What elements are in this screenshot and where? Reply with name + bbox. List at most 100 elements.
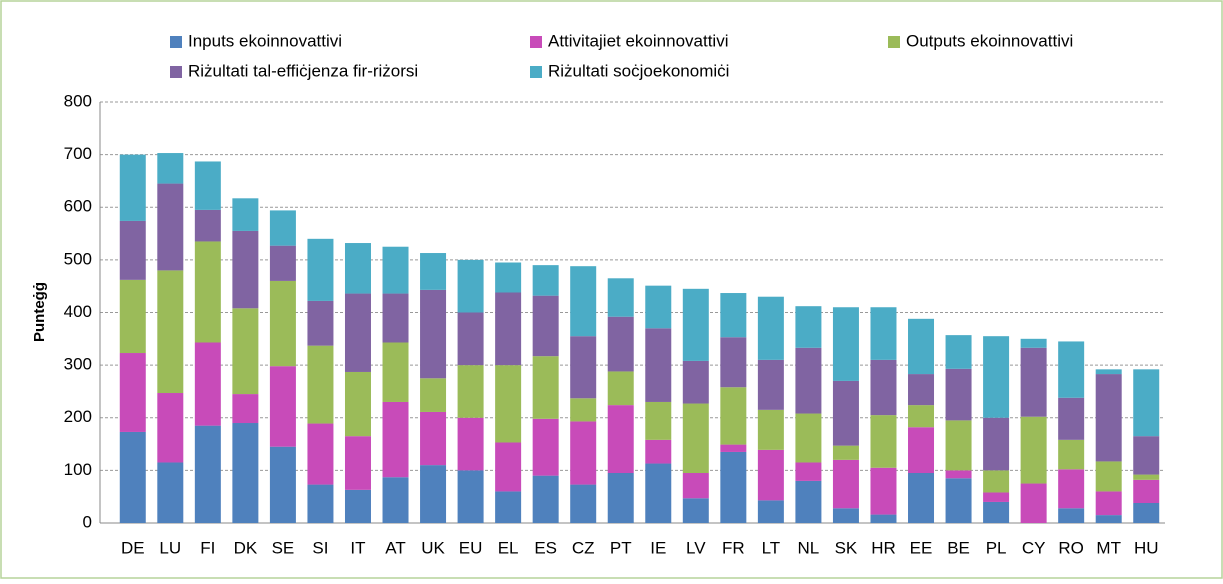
bar-segment bbox=[682, 473, 709, 499]
bar-segment bbox=[307, 300, 334, 346]
bar-segment bbox=[682, 288, 709, 361]
bar-segment bbox=[382, 246, 409, 294]
bar-segment bbox=[983, 470, 1010, 493]
bar-segment bbox=[570, 336, 597, 399]
y-tick-label: 200 bbox=[64, 407, 92, 426]
bar-segment bbox=[495, 491, 522, 523]
y-tick-label: 800 bbox=[64, 91, 92, 110]
bar-segment bbox=[269, 210, 296, 246]
bar-segment bbox=[795, 413, 822, 463]
bar-segment bbox=[832, 307, 859, 381]
bar-segment bbox=[382, 477, 409, 523]
bar-segment bbox=[344, 489, 371, 523]
bar-segment bbox=[908, 427, 935, 474]
x-tick-label: CY bbox=[1022, 538, 1046, 557]
bar-segment bbox=[607, 405, 634, 474]
bar-segment bbox=[1133, 369, 1160, 437]
bar-segment bbox=[420, 289, 447, 379]
bar-segment bbox=[720, 444, 747, 452]
bar-segment bbox=[457, 259, 484, 313]
bar-segment bbox=[119, 154, 146, 221]
bar-segment bbox=[757, 449, 784, 501]
bar-segment bbox=[157, 183, 184, 271]
legend-label: Riżultati tal-effiċjenza fir-riżorsi bbox=[188, 61, 418, 80]
legend-label: Riżultati soċjoekonomiċi bbox=[548, 61, 729, 80]
legend-label: Attivitajiet ekoinnovattivi bbox=[548, 31, 728, 50]
bar-segment bbox=[1095, 515, 1122, 523]
x-tick-label: LT bbox=[762, 538, 781, 557]
x-tick-label: FI bbox=[200, 538, 215, 557]
bar-segment bbox=[832, 459, 859, 509]
bar-segment bbox=[645, 328, 672, 402]
bar-segment bbox=[795, 480, 822, 523]
bar-segment bbox=[945, 470, 972, 479]
bar-segment bbox=[495, 292, 522, 366]
bar-segment bbox=[570, 484, 597, 523]
bar-segment bbox=[1020, 483, 1047, 523]
bar-segment bbox=[720, 387, 747, 445]
x-tick-label: RO bbox=[1058, 538, 1084, 557]
x-tick-label: MT bbox=[1096, 538, 1121, 557]
bar-segment bbox=[832, 380, 859, 446]
bar-segment bbox=[832, 508, 859, 523]
bar-segment bbox=[1058, 341, 1085, 398]
bar-segment bbox=[157, 270, 184, 394]
bar-segment bbox=[420, 378, 447, 412]
legend-swatch bbox=[170, 66, 182, 78]
x-tick-label: SK bbox=[835, 538, 858, 557]
y-tick-label: 500 bbox=[64, 249, 92, 268]
bar-segment bbox=[795, 306, 822, 348]
bar-segment bbox=[1095, 461, 1122, 492]
bar-segment bbox=[457, 470, 484, 523]
legend-swatch bbox=[170, 36, 182, 48]
bar-segment bbox=[645, 463, 672, 523]
x-tick-label: SE bbox=[272, 538, 295, 557]
bar-segment bbox=[1058, 439, 1085, 470]
bar-segment bbox=[870, 359, 897, 416]
bar-segment bbox=[119, 279, 146, 354]
bar-segment bbox=[157, 393, 184, 463]
bar-segment bbox=[908, 374, 935, 406]
x-tick-label: LU bbox=[159, 538, 181, 557]
bar-segment bbox=[232, 308, 259, 395]
bar-segment bbox=[945, 478, 972, 523]
x-tick-label: HU bbox=[1134, 538, 1159, 557]
bar-segment bbox=[645, 439, 672, 464]
bar-segment bbox=[607, 473, 634, 523]
bar-segment bbox=[1095, 491, 1122, 516]
bar-segment bbox=[945, 368, 972, 421]
bar-segment bbox=[532, 295, 559, 357]
bar-segment bbox=[307, 484, 334, 523]
bar-segment bbox=[908, 318, 935, 375]
bar-segment bbox=[382, 342, 409, 402]
x-tick-label: SI bbox=[312, 538, 328, 557]
bar-segment bbox=[757, 500, 784, 523]
bar-segment bbox=[720, 293, 747, 338]
bar-segment bbox=[570, 421, 597, 485]
bar-segment bbox=[757, 409, 784, 450]
y-tick-label: 400 bbox=[64, 302, 92, 321]
x-tick-label: EE bbox=[910, 538, 933, 557]
bar-segment bbox=[457, 417, 484, 471]
bar-segment bbox=[194, 342, 221, 426]
x-tick-label: FR bbox=[722, 538, 745, 557]
x-tick-label: IE bbox=[650, 538, 666, 557]
bar-segment bbox=[870, 514, 897, 523]
bar-segment bbox=[269, 280, 296, 367]
bar-segment bbox=[1020, 347, 1047, 417]
bar-segment bbox=[607, 371, 634, 406]
bar-segment bbox=[495, 442, 522, 492]
y-tick-label: 300 bbox=[64, 355, 92, 374]
bar-segment bbox=[457, 312, 484, 366]
bar-segment bbox=[757, 296, 784, 360]
bar-segment bbox=[870, 307, 897, 360]
x-tick-label: PT bbox=[610, 538, 632, 557]
bar-segment bbox=[1133, 479, 1160, 504]
bar-segment bbox=[307, 238, 334, 301]
y-tick-label: 100 bbox=[64, 460, 92, 479]
x-tick-label: UK bbox=[421, 538, 445, 557]
bar-segment bbox=[607, 316, 634, 372]
bar-segment bbox=[232, 198, 259, 231]
bar-segment bbox=[457, 365, 484, 418]
bar-segment bbox=[832, 445, 859, 460]
